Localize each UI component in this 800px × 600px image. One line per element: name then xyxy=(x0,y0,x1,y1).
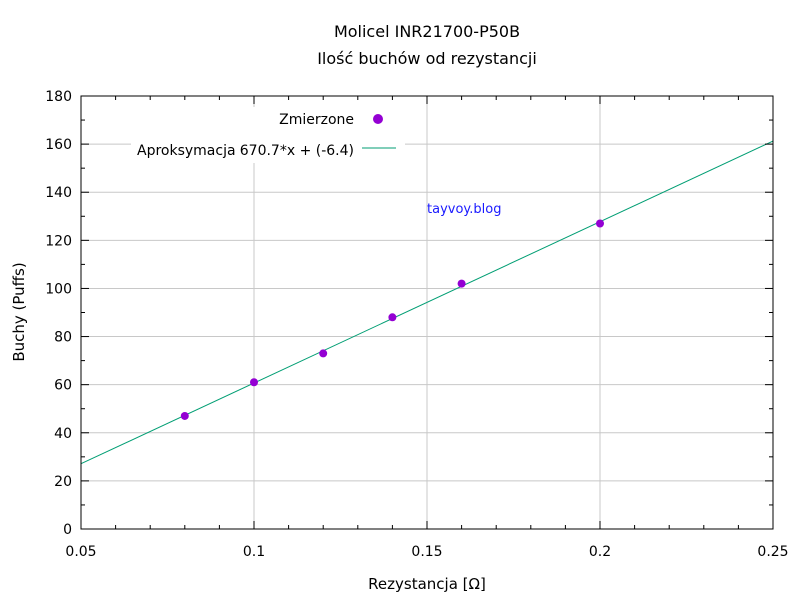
y-tick-label: 180 xyxy=(45,89,72,105)
y-tick-label: 20 xyxy=(54,474,72,490)
y-axis-label: Buchy (Puffs) xyxy=(10,262,28,361)
watermark-annotation: tayvoy.blog xyxy=(427,202,501,217)
y-tick-label: 60 xyxy=(54,378,72,394)
x-axis-label: Rezystancja [Ω] xyxy=(368,575,486,593)
chart-subtitle: Ilość buchów od rezystancji xyxy=(317,49,537,68)
data-point xyxy=(457,279,466,288)
data-point xyxy=(180,411,189,420)
y-tick-label: 100 xyxy=(45,281,72,297)
y-tick-label: 40 xyxy=(54,426,72,442)
legend: Zmierzone Aproksymacja 670.7*x + (-6.4) xyxy=(131,107,405,163)
y-tick-label: 160 xyxy=(45,137,72,153)
x-tick-label: 0.1 xyxy=(243,544,265,560)
fit-line xyxy=(80,140,774,465)
legend-formula: 670.7*x + (-6.4) xyxy=(240,143,354,159)
y-tick-label: 140 xyxy=(45,185,72,201)
data-point xyxy=(388,313,397,322)
x-tick-labels: 0.05 0.1 0.15 0.2 0.25 xyxy=(65,544,788,560)
legend-background xyxy=(131,107,405,163)
data-point xyxy=(250,378,258,387)
y-tick-label: 120 xyxy=(45,233,72,249)
y-tick-labels: 0 20 40 60 80 100 120 140 160 180 xyxy=(45,89,72,538)
y-tick-label: 80 xyxy=(54,330,72,346)
legend-label-fit: Aproksymacja xyxy=(137,143,236,159)
x-tick-label: 0.15 xyxy=(411,544,442,560)
legend-label-measured: Zmierzone xyxy=(279,112,354,128)
legend-marker-measured xyxy=(373,114,383,124)
chart-title: Molicel INR21700-P50B xyxy=(334,22,520,41)
points-layer xyxy=(180,219,604,420)
ticks xyxy=(80,95,774,530)
y-tick-label: 0 xyxy=(63,522,72,538)
x-tick-label: 0.05 xyxy=(65,544,96,560)
x-tick-label: 0.2 xyxy=(589,544,611,560)
fit-line-layer xyxy=(80,140,774,465)
data-point xyxy=(319,349,328,358)
data-point xyxy=(596,219,604,228)
x-tick-label: 0.25 xyxy=(757,544,788,560)
